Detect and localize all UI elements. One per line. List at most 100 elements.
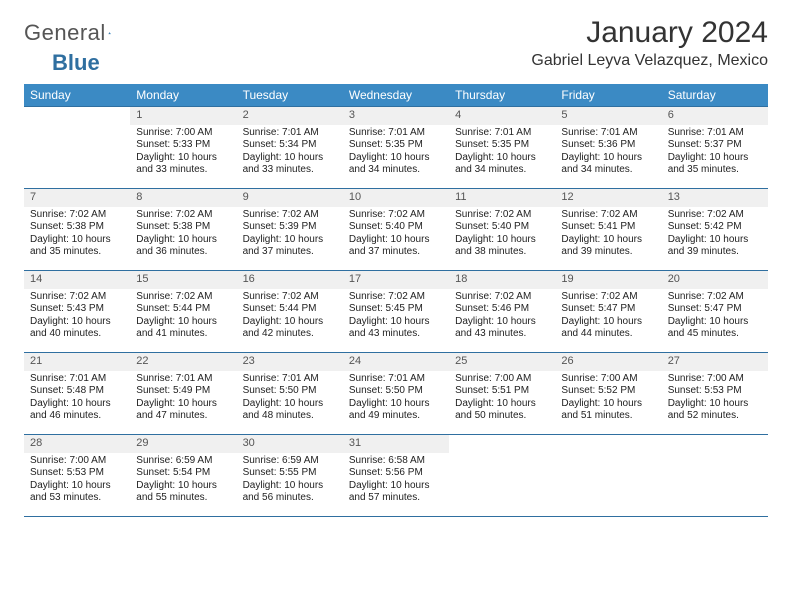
sunset-line: Sunset: 5:33 PM xyxy=(136,139,230,152)
day-number: 7 xyxy=(24,189,130,207)
day-info: Sunrise: 7:02 AMSunset: 5:45 PMDaylight:… xyxy=(343,289,449,345)
sunrise-line: Sunrise: 7:02 AM xyxy=(349,209,443,222)
weekday-header: Sunday xyxy=(24,84,130,107)
calendar-table: Sunday Monday Tuesday Wednesday Thursday… xyxy=(24,84,768,517)
day-number: 1 xyxy=(130,107,236,125)
sunrise-line: Sunrise: 7:02 AM xyxy=(561,209,655,222)
day-number: 24 xyxy=(343,353,449,371)
sunrise-line: Sunrise: 7:01 AM xyxy=(561,127,655,140)
daylight-line: Daylight: 10 hours and 55 minutes. xyxy=(136,480,230,505)
sunset-line: Sunset: 5:35 PM xyxy=(455,139,549,152)
sunset-line: Sunset: 5:34 PM xyxy=(243,139,337,152)
calendar-day-cell: 4Sunrise: 7:01 AMSunset: 5:35 PMDaylight… xyxy=(449,107,555,189)
sunrise-line: Sunrise: 7:02 AM xyxy=(561,291,655,304)
day-number: 6 xyxy=(662,107,768,125)
calendar-page: General January 2024 Gabriel Leyva Velaz… xyxy=(0,0,792,525)
day-info: Sunrise: 7:01 AMSunset: 5:35 PMDaylight:… xyxy=(449,125,555,181)
calendar-day-cell: 9Sunrise: 7:02 AMSunset: 5:39 PMDaylight… xyxy=(237,189,343,271)
sunset-line: Sunset: 5:46 PM xyxy=(455,303,549,316)
sunset-line: Sunset: 5:38 PM xyxy=(30,221,124,234)
calendar-day-cell xyxy=(24,107,130,189)
day-number: 26 xyxy=(555,353,661,371)
daylight-line: Daylight: 10 hours and 39 minutes. xyxy=(561,234,655,259)
day-info: Sunrise: 7:02 AMSunset: 5:47 PMDaylight:… xyxy=(555,289,661,345)
calendar-head: Sunday Monday Tuesday Wednesday Thursday… xyxy=(24,84,768,107)
day-info: Sunrise: 7:02 AMSunset: 5:43 PMDaylight:… xyxy=(24,289,130,345)
day-number: 17 xyxy=(343,271,449,289)
daylight-line: Daylight: 10 hours and 44 minutes. xyxy=(561,316,655,341)
sunset-line: Sunset: 5:45 PM xyxy=(349,303,443,316)
calendar-week-row: 14Sunrise: 7:02 AMSunset: 5:43 PMDayligh… xyxy=(24,271,768,353)
daylight-line: Daylight: 10 hours and 57 minutes. xyxy=(349,480,443,505)
logo-blue-line: Blue xyxy=(24,50,104,76)
sunset-line: Sunset: 5:55 PM xyxy=(243,467,337,480)
calendar-day-cell: 18Sunrise: 7:02 AMSunset: 5:46 PMDayligh… xyxy=(449,271,555,353)
sunset-line: Sunset: 5:44 PM xyxy=(243,303,337,316)
calendar-day-cell: 10Sunrise: 7:02 AMSunset: 5:40 PMDayligh… xyxy=(343,189,449,271)
sunrise-line: Sunrise: 7:02 AM xyxy=(30,291,124,304)
day-info: Sunrise: 7:02 AMSunset: 5:44 PMDaylight:… xyxy=(237,289,343,345)
calendar-day-cell: 15Sunrise: 7:02 AMSunset: 5:44 PMDayligh… xyxy=(130,271,236,353)
day-info: Sunrise: 7:02 AMSunset: 5:42 PMDaylight:… xyxy=(662,207,768,263)
sunrise-line: Sunrise: 7:02 AM xyxy=(668,291,762,304)
location-subtitle: Gabriel Leyva Velazquez, Mexico xyxy=(531,52,768,70)
day-number: 4 xyxy=(449,107,555,125)
sunset-line: Sunset: 5:41 PM xyxy=(561,221,655,234)
daylight-line: Daylight: 10 hours and 34 minutes. xyxy=(561,152,655,177)
daylight-line: Daylight: 10 hours and 36 minutes. xyxy=(136,234,230,259)
calendar-day-cell: 12Sunrise: 7:02 AMSunset: 5:41 PMDayligh… xyxy=(555,189,661,271)
day-number: 29 xyxy=(130,435,236,453)
calendar-day-cell: 29Sunrise: 6:59 AMSunset: 5:54 PMDayligh… xyxy=(130,435,236,517)
day-number: 20 xyxy=(662,271,768,289)
sunset-line: Sunset: 5:38 PM xyxy=(136,221,230,234)
sunrise-line: Sunrise: 7:02 AM xyxy=(455,209,549,222)
calendar-day-cell: 17Sunrise: 7:02 AMSunset: 5:45 PMDayligh… xyxy=(343,271,449,353)
sunset-line: Sunset: 5:52 PM xyxy=(561,385,655,398)
sunrise-line: Sunrise: 7:01 AM xyxy=(243,127,337,140)
sunset-line: Sunset: 5:40 PM xyxy=(349,221,443,234)
weekday-header: Wednesday xyxy=(343,84,449,107)
calendar-body: 1Sunrise: 7:00 AMSunset: 5:33 PMDaylight… xyxy=(24,107,768,517)
logo-sail-icon xyxy=(108,24,111,42)
calendar-day-cell: 26Sunrise: 7:00 AMSunset: 5:52 PMDayligh… xyxy=(555,353,661,435)
title-block: January 2024 Gabriel Leyva Velazquez, Me… xyxy=(531,16,768,70)
calendar-day-cell: 27Sunrise: 7:00 AMSunset: 5:53 PMDayligh… xyxy=(662,353,768,435)
day-number: 23 xyxy=(237,353,343,371)
daylight-line: Daylight: 10 hours and 45 minutes. xyxy=(668,316,762,341)
daylight-line: Daylight: 10 hours and 33 minutes. xyxy=(243,152,337,177)
sunrise-line: Sunrise: 7:01 AM xyxy=(349,127,443,140)
daylight-line: Daylight: 10 hours and 38 minutes. xyxy=(455,234,549,259)
daylight-line: Daylight: 10 hours and 33 minutes. xyxy=(136,152,230,177)
sunrise-line: Sunrise: 7:01 AM xyxy=(136,373,230,386)
day-info: Sunrise: 7:01 AMSunset: 5:37 PMDaylight:… xyxy=(662,125,768,181)
sunrise-line: Sunrise: 7:00 AM xyxy=(136,127,230,140)
daylight-line: Daylight: 10 hours and 43 minutes. xyxy=(349,316,443,341)
calendar-day-cell: 16Sunrise: 7:02 AMSunset: 5:44 PMDayligh… xyxy=(237,271,343,353)
calendar-week-row: 28Sunrise: 7:00 AMSunset: 5:53 PMDayligh… xyxy=(24,435,768,517)
calendar-day-cell: 23Sunrise: 7:01 AMSunset: 5:50 PMDayligh… xyxy=(237,353,343,435)
day-number: 13 xyxy=(662,189,768,207)
sunrise-line: Sunrise: 7:02 AM xyxy=(243,291,337,304)
sunrise-line: Sunrise: 7:02 AM xyxy=(668,209,762,222)
calendar-day-cell: 21Sunrise: 7:01 AMSunset: 5:48 PMDayligh… xyxy=(24,353,130,435)
sunset-line: Sunset: 5:56 PM xyxy=(349,467,443,480)
day-info: Sunrise: 7:02 AMSunset: 5:44 PMDaylight:… xyxy=(130,289,236,345)
calendar-day-cell: 25Sunrise: 7:00 AMSunset: 5:51 PMDayligh… xyxy=(449,353,555,435)
day-number: 31 xyxy=(343,435,449,453)
daylight-line: Daylight: 10 hours and 35 minutes. xyxy=(30,234,124,259)
day-number: 28 xyxy=(24,435,130,453)
calendar-day-cell: 5Sunrise: 7:01 AMSunset: 5:36 PMDaylight… xyxy=(555,107,661,189)
day-number: 15 xyxy=(130,271,236,289)
sunset-line: Sunset: 5:40 PM xyxy=(455,221,549,234)
daylight-line: Daylight: 10 hours and 42 minutes. xyxy=(243,316,337,341)
calendar-day-cell: 11Sunrise: 7:02 AMSunset: 5:40 PMDayligh… xyxy=(449,189,555,271)
day-info: Sunrise: 7:01 AMSunset: 5:34 PMDaylight:… xyxy=(237,125,343,181)
daylight-line: Daylight: 10 hours and 34 minutes. xyxy=(349,152,443,177)
calendar-day-cell: 6Sunrise: 7:01 AMSunset: 5:37 PMDaylight… xyxy=(662,107,768,189)
sunrise-line: Sunrise: 7:02 AM xyxy=(349,291,443,304)
day-info: Sunrise: 7:00 AMSunset: 5:51 PMDaylight:… xyxy=(449,371,555,427)
day-info: Sunrise: 7:00 AMSunset: 5:53 PMDaylight:… xyxy=(24,453,130,509)
daylight-line: Daylight: 10 hours and 40 minutes. xyxy=(30,316,124,341)
day-number: 27 xyxy=(662,353,768,371)
day-info: Sunrise: 7:02 AMSunset: 5:40 PMDaylight:… xyxy=(343,207,449,263)
